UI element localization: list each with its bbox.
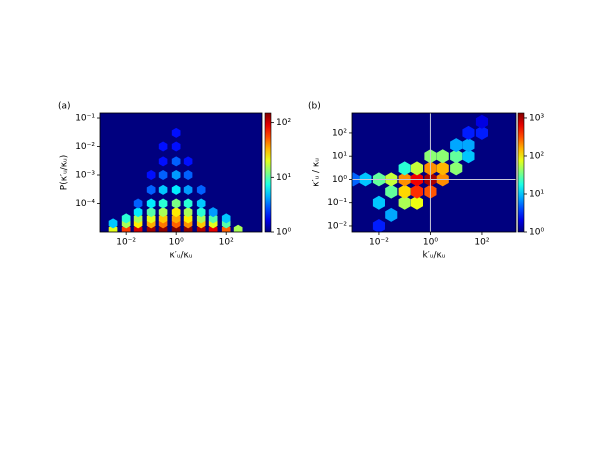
x-tick-label: 10² (219, 238, 234, 248)
hex-cell (183, 213, 193, 224)
hex-cell (462, 149, 475, 164)
hex-cell (462, 125, 475, 140)
hex-cell (171, 213, 181, 224)
hex-cell (171, 127, 181, 138)
y-tick-label: 10⁰ (332, 175, 347, 185)
colorbar-tick-label: 10² (276, 118, 291, 128)
x-tick-label: 10⁰ (169, 238, 184, 248)
colorbar-tick-label: 10⁰ (529, 228, 544, 238)
hex-cell (183, 156, 193, 167)
hex-cell (372, 195, 385, 210)
hex-cell (450, 138, 463, 153)
hex-cell (372, 219, 385, 232)
hex-cell (196, 213, 206, 224)
hex-cell (146, 207, 156, 218)
hex-cell (410, 184, 423, 199)
hex-cell (475, 125, 488, 140)
hex-cell (410, 195, 423, 210)
hex-cell (462, 138, 475, 153)
hex-cell (436, 161, 449, 176)
y-tick-label: 10⁻¹ (327, 198, 347, 208)
axes-frame (351, 112, 517, 233)
hex-cell (158, 213, 168, 224)
hex-cell (171, 198, 181, 209)
hex-cell (208, 213, 218, 224)
hex-cell (171, 113, 181, 123)
y-tick-label: 10⁻² (327, 221, 347, 231)
colorbar (517, 112, 525, 233)
hex-cell (146, 170, 156, 180)
hex-cell (221, 213, 231, 224)
hex-cell (133, 198, 143, 209)
hex-cell (146, 213, 156, 224)
hex-cell (208, 207, 218, 218)
hex-cell (450, 161, 463, 176)
hex-cell (171, 170, 181, 180)
hex-cell (158, 198, 168, 209)
x-tick-label: 10⁻² (116, 238, 136, 248)
hex-cell (183, 207, 193, 218)
hex-cell (196, 184, 206, 195)
hex-cell (183, 184, 193, 195)
hex-cell (133, 213, 143, 224)
y-tick-label: 10⁻⁴ (75, 199, 95, 209)
hex-cell (410, 161, 423, 176)
hex-cell (108, 218, 118, 229)
hex-cell (398, 195, 411, 210)
hex-cell (171, 156, 181, 167)
panel-label: (b) (308, 102, 321, 112)
hex-cell (183, 198, 193, 209)
colorbar-tick-label: 10³ (529, 113, 544, 123)
hex-cell (158, 141, 168, 152)
colorbar (264, 112, 272, 233)
hex-cell (196, 198, 206, 209)
hexbin-layer (108, 113, 243, 232)
y-tick-label: 10⁻³ (75, 171, 95, 181)
hex-cell (171, 207, 181, 218)
hex-cell (385, 207, 398, 222)
hex-cell (158, 156, 168, 167)
colorbar-tick-label: 10⁰ (276, 228, 291, 238)
hex-cell (183, 170, 193, 180)
hex-cell (385, 184, 398, 199)
axes-frame (99, 112, 263, 233)
hex-cell (158, 184, 168, 195)
hex-cell (158, 207, 168, 218)
hex-cell (233, 224, 243, 232)
hex-cell (171, 184, 181, 195)
y-tick-label: 10⁻² (75, 142, 95, 152)
hex-cell (133, 207, 143, 218)
x-axis-label: κ′ᵤ/κᵤ (170, 251, 193, 261)
hex-cell (196, 207, 206, 218)
x-tick-label: 10⁰ (423, 238, 438, 248)
hex-cell (475, 114, 488, 129)
colorbar-tick-label: 10¹ (529, 189, 544, 199)
x-tick-label: 10² (474, 238, 489, 248)
plot-background (100, 113, 262, 232)
panel-label: (a) (58, 102, 71, 112)
hex-cell (146, 198, 156, 209)
hex-cell (121, 213, 131, 224)
x-axis-label: k′ᵤ/κᵤ (423, 251, 446, 261)
hex-cell (158, 170, 168, 180)
hex-cell (398, 184, 411, 199)
hex-cell (171, 141, 181, 152)
colorbar-tick-label: 10² (529, 151, 544, 161)
y-tick-label: 10¹ (332, 152, 347, 162)
y-tick-label: 10² (332, 128, 347, 138)
hex-cell (450, 149, 463, 164)
y-axis-label: κ′ᵤ / κᵤ (312, 158, 322, 187)
y-tick-label: 10⁻¹ (75, 114, 95, 124)
hex-cell (398, 161, 411, 176)
hex-cell (146, 184, 156, 195)
x-tick-label: 10⁻² (369, 238, 389, 248)
y-axis-label: P(κ′ᵤ/κᵤ) (60, 155, 70, 190)
hex-cell (436, 149, 449, 164)
colorbar-tick-label: 10¹ (276, 173, 291, 183)
